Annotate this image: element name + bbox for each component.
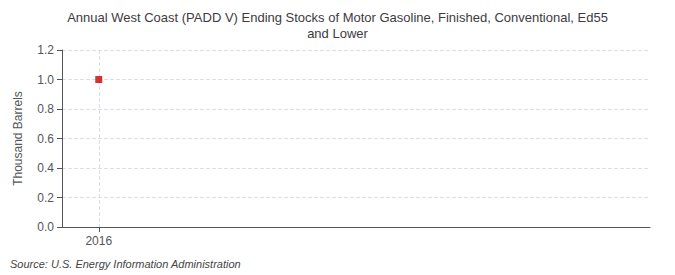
svg-text:Thousand Barrels: Thousand Barrels: [11, 91, 25, 186]
svg-text:Annual West Coast (PADD V) End: Annual West Coast (PADD V) Ending Stocks…: [67, 10, 608, 25]
svg-text:1.2: 1.2: [37, 43, 54, 57]
svg-text:0.6: 0.6: [37, 132, 54, 146]
svg-text:2016: 2016: [85, 234, 112, 248]
svg-text:0.0: 0.0: [37, 220, 54, 234]
svg-text:0.8: 0.8: [37, 102, 54, 116]
svg-text:0.2: 0.2: [37, 191, 54, 205]
svg-text:Source: U.S. Energy Informatio: Source: U.S. Energy Information Administ…: [10, 258, 241, 270]
svg-text:1.0: 1.0: [37, 73, 54, 87]
svg-text:and Lower: and Lower: [307, 26, 368, 41]
svg-text:0.4: 0.4: [37, 161, 54, 175]
